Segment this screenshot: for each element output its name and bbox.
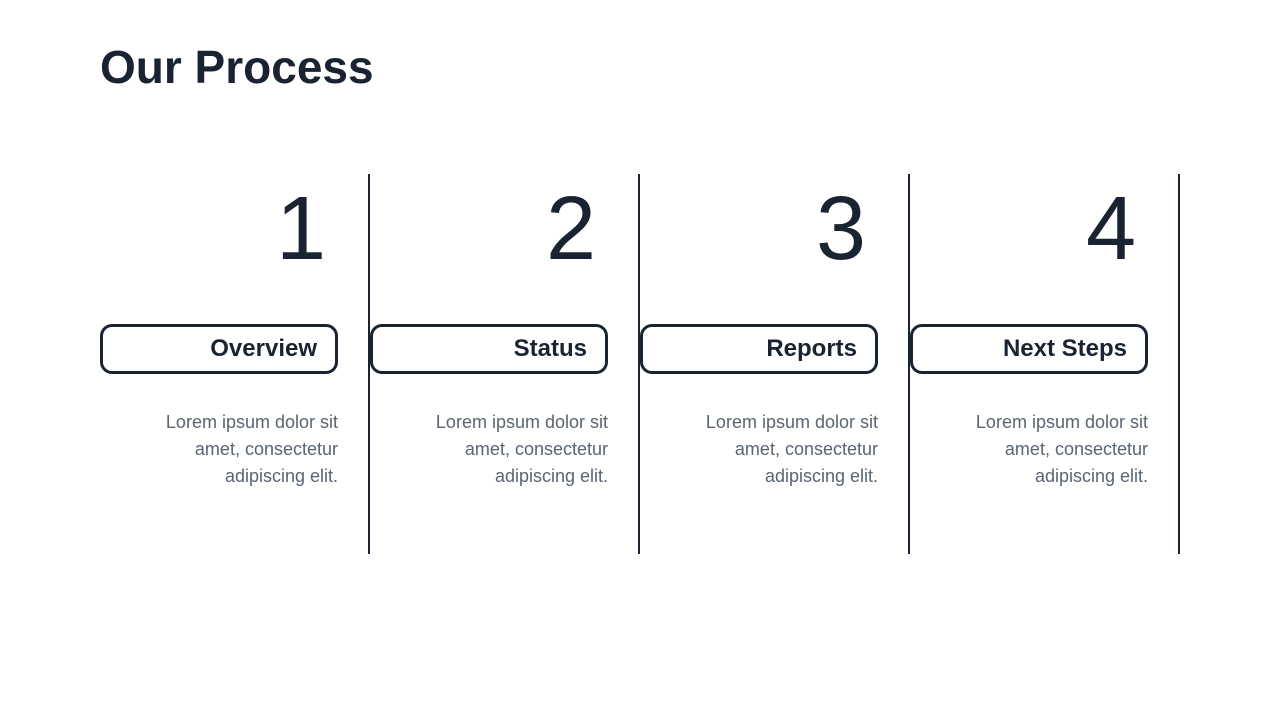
step-1: 1 Overview Lorem ipsum dolor sit amet, c…: [100, 174, 370, 554]
step-4: 4 Next Steps Lorem ipsum dolor sit amet,…: [910, 174, 1180, 554]
step-number: 4: [910, 184, 1148, 274]
step-number: 3: [640, 184, 878, 274]
step-3: 3 Reports Lorem ipsum dolor sit amet, co…: [640, 174, 910, 554]
slide-title: Our Process: [100, 40, 1180, 94]
step-2: 2 Status Lorem ipsum dolor sit amet, con…: [370, 174, 640, 554]
step-number: 2: [370, 184, 608, 274]
step-description: Lorem ipsum dolor sit amet, consectetur …: [100, 409, 338, 490]
step-description: Lorem ipsum dolor sit amet, consectetur …: [370, 409, 608, 490]
step-label: Next Steps: [910, 324, 1148, 374]
step-label: Status: [370, 324, 608, 374]
step-label: Reports: [640, 324, 878, 374]
step-number: 1: [100, 184, 338, 274]
slide-container: Our Process 1 Overview Lorem ipsum dolor…: [0, 0, 1280, 720]
step-description: Lorem ipsum dolor sit amet, consectetur …: [640, 409, 878, 490]
steps-container: 1 Overview Lorem ipsum dolor sit amet, c…: [100, 174, 1180, 554]
step-label: Overview: [100, 324, 338, 374]
step-description: Lorem ipsum dolor sit amet, consectetur …: [910, 409, 1148, 490]
